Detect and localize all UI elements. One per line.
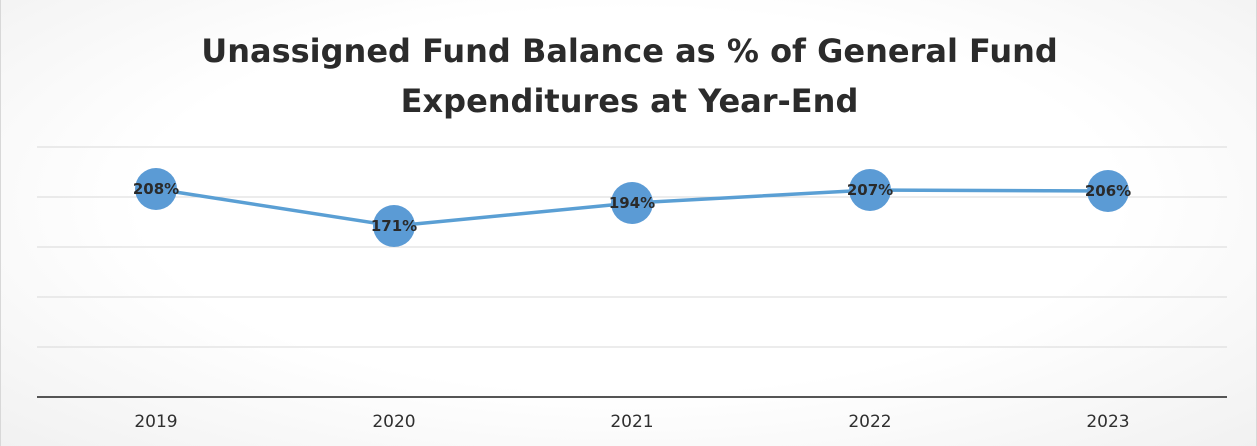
- data-marker: [849, 169, 891, 211]
- data-label: 208%: [133, 180, 179, 198]
- data-points: 208% 171% 194% 207% 206%: [133, 168, 1131, 247]
- chart-title-line-1: Unassigned Fund Balance as % of General …: [201, 32, 1058, 70]
- x-tick-label: 2022: [848, 412, 891, 432]
- data-label: 207%: [847, 181, 893, 199]
- data-point: 194%: [609, 182, 655, 224]
- x-tick-label: 2023: [1086, 412, 1129, 432]
- data-label: 171%: [371, 217, 417, 235]
- x-tick-label: 2020: [372, 412, 415, 432]
- data-label: 206%: [1085, 182, 1131, 200]
- gridlines: [37, 146, 1227, 348]
- x-axis-ticks: 2019 2020 2021 2022 2023: [134, 412, 1129, 432]
- chart-title-line-2: Expenditures at Year-End: [400, 82, 859, 120]
- data-point: 207%: [847, 169, 893, 211]
- data-marker: [373, 205, 415, 247]
- data-point: 206%: [1085, 170, 1131, 212]
- x-tick-label: 2019: [134, 412, 177, 432]
- data-point: 171%: [371, 205, 417, 247]
- data-point: 208%: [133, 168, 179, 210]
- data-marker: [135, 168, 177, 210]
- data-marker: [1087, 170, 1129, 212]
- x-tick-label: 2021: [610, 412, 653, 432]
- chart-title: Unassigned Fund Balance as % of General …: [1, 26, 1257, 126]
- data-marker: [611, 182, 653, 224]
- data-label: 194%: [609, 194, 655, 212]
